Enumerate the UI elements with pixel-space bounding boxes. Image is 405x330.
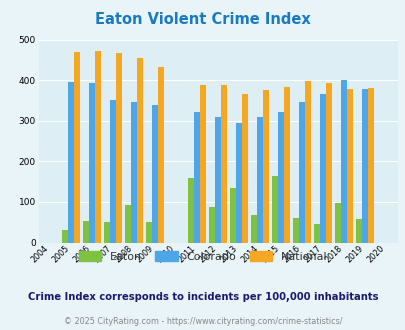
Bar: [314, 224, 320, 243]
Bar: [74, 52, 80, 243]
Bar: [89, 83, 95, 243]
Bar: [346, 89, 352, 243]
Bar: [95, 50, 101, 243]
Bar: [236, 123, 241, 243]
Bar: [188, 178, 194, 243]
Bar: [305, 81, 310, 243]
Bar: [146, 222, 152, 243]
Bar: [125, 205, 131, 243]
Bar: [68, 82, 74, 243]
Bar: [221, 85, 226, 243]
Bar: [241, 94, 247, 243]
Legend: Eaton, Colorado, National: Eaton, Colorado, National: [74, 247, 331, 267]
Bar: [158, 67, 164, 243]
Bar: [152, 105, 158, 243]
Bar: [209, 207, 215, 243]
Bar: [137, 58, 143, 243]
Bar: [131, 102, 137, 243]
Text: © 2025 CityRating.com - https://www.cityrating.com/crime-statistics/: © 2025 CityRating.com - https://www.city…: [64, 317, 341, 326]
Bar: [326, 82, 331, 243]
Bar: [194, 112, 200, 243]
Bar: [356, 219, 362, 243]
Bar: [83, 221, 89, 243]
Bar: [341, 80, 346, 243]
Bar: [116, 52, 121, 243]
Bar: [272, 177, 278, 243]
Text: Eaton Violent Crime Index: Eaton Violent Crime Index: [95, 12, 310, 26]
Bar: [362, 89, 367, 243]
Bar: [284, 87, 289, 243]
Bar: [367, 88, 373, 243]
Bar: [251, 215, 257, 243]
Bar: [257, 117, 262, 243]
Bar: [298, 102, 305, 243]
Bar: [200, 85, 205, 243]
Bar: [104, 222, 110, 243]
Bar: [278, 112, 284, 243]
Bar: [293, 218, 298, 243]
Text: Crime Index corresponds to incidents per 100,000 inhabitants: Crime Index corresponds to incidents per…: [28, 292, 377, 302]
Bar: [215, 117, 221, 243]
Bar: [110, 100, 116, 243]
Bar: [335, 203, 341, 243]
Bar: [230, 188, 236, 243]
Bar: [320, 94, 326, 243]
Bar: [62, 230, 68, 243]
Bar: [262, 89, 269, 243]
